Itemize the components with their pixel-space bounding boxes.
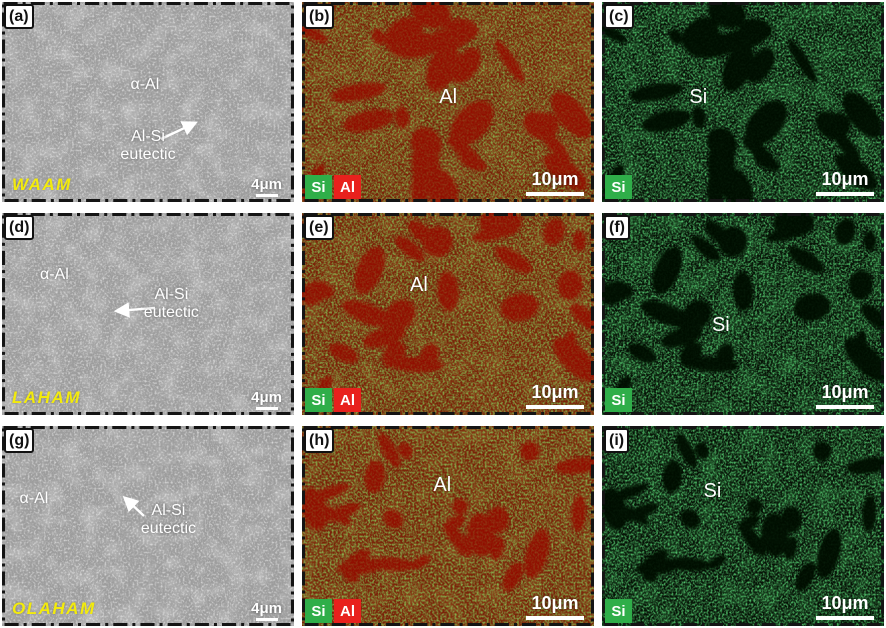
map-legend: Si Al <box>305 599 361 623</box>
map-legend: Si <box>605 388 632 412</box>
eutectic-line1: Al-Si <box>154 285 189 303</box>
panel-c: (c) Si Si 10μm <box>602 2 884 202</box>
panel-h: (h) Al Si Al 10μm <box>302 426 594 626</box>
panel-a: (a) α-Al Al-Si eutectic WAAM 4μm <box>2 2 294 202</box>
eutectic-line1: Al-Si <box>131 128 165 145</box>
scale-bar: 4μm <box>251 389 282 410</box>
phase-label-eutectic: Al-Si eutectic <box>144 286 199 322</box>
scale-text: 4μm <box>251 600 282 617</box>
legend-chip-si: Si <box>305 599 332 623</box>
map-legend: Si <box>605 175 632 199</box>
eutectic-line2: eutectic <box>140 519 197 537</box>
scale-text: 4μm <box>251 176 282 193</box>
scale-bar: 10μm <box>816 169 874 196</box>
legend-chip-si: Si <box>605 175 632 199</box>
map-legend: Si Al <box>305 175 361 199</box>
eutectic-line2: eutectic <box>143 303 199 321</box>
panel-f: (f) Si Si 10μm <box>602 213 884 415</box>
scale-bar-line <box>255 618 278 621</box>
scale-bar-line <box>526 616 584 620</box>
scale-bar-line <box>816 405 874 409</box>
phase-label-alpha-al: α-Al <box>39 265 69 283</box>
element-label: Al <box>410 273 428 296</box>
scale-bar: 10μm <box>526 169 584 196</box>
map-legend: Si Al <box>305 388 361 412</box>
map-legend: Si <box>605 599 632 623</box>
scale-text: 10μm <box>531 169 579 189</box>
scale-bar-line <box>816 616 874 620</box>
element-label: Si <box>689 86 708 108</box>
eutectic-line2: eutectic <box>120 145 176 163</box>
panel-d: (d) α-Al Al-Si eutectic LAHAM 4μm <box>2 213 294 415</box>
phase-label-eutectic: Al-Si eutectic <box>141 502 196 538</box>
element-label: Si <box>703 480 722 502</box>
scale-bar-line <box>816 192 874 196</box>
scale-bar-line <box>526 192 584 196</box>
eds-map-si <box>602 213 884 415</box>
element-label: Si <box>711 314 730 336</box>
eds-map-si <box>602 2 884 202</box>
sem-micrograph <box>2 2 294 202</box>
element-label: Al <box>433 474 452 496</box>
panel-e: (e) Al Si Al 10μm <box>302 213 594 415</box>
panel-tag: (e) <box>304 215 334 240</box>
scale-bar: 10μm <box>526 382 584 409</box>
panel-tag: (a) <box>4 4 34 29</box>
process-label: OLAHAM <box>12 599 96 618</box>
scale-bar: 10μm <box>816 382 874 409</box>
scale-bar: 4μm <box>251 600 282 621</box>
scale-bar-line <box>255 407 278 410</box>
phase-label-eutectic: Al-Si eutectic <box>120 128 175 164</box>
scale-text: 10μm <box>531 382 579 402</box>
panel-b: (b) Al Si Al 10μm <box>302 2 594 202</box>
scale-text: 10μm <box>821 593 869 613</box>
legend-chip-al: Al <box>334 388 361 412</box>
panel-tag: (c) <box>604 4 634 29</box>
scale-text: 10μm <box>531 593 579 613</box>
legend-chip-si: Si <box>305 388 332 412</box>
eds-map-al <box>302 426 594 626</box>
panel-tag: (g) <box>4 428 35 453</box>
eds-map-al <box>302 213 594 415</box>
panel-tag: (f) <box>604 215 630 240</box>
scale-text: 10μm <box>821 169 869 189</box>
scale-bar-line <box>526 405 584 409</box>
scale-text: 4μm <box>251 389 282 406</box>
process-label: WAAM <box>12 175 72 194</box>
panel-tag: (h) <box>304 428 335 453</box>
process-label: LAHAM <box>12 388 81 407</box>
eds-map-si <box>602 426 884 626</box>
eds-map-al <box>302 2 594 202</box>
phase-label-alpha-al: α-Al <box>19 490 49 507</box>
sem-micrograph <box>2 213 294 415</box>
scale-bar: 10μm <box>526 593 584 620</box>
legend-chip-al: Al <box>334 175 361 199</box>
scale-bar-line <box>255 194 278 197</box>
legend-chip-si: Si <box>605 599 632 623</box>
scale-text: 10μm <box>821 382 869 402</box>
sem-micrograph <box>2 426 294 626</box>
panel-tag: (b) <box>304 4 335 29</box>
phase-label-alpha-al: α-Al <box>130 76 160 93</box>
eutectic-line1: Al-Si <box>151 502 186 519</box>
panel-i: (i) Si Si 10μm <box>602 426 884 626</box>
legend-chip-al: Al <box>334 599 361 623</box>
scale-bar: 4μm <box>251 176 282 197</box>
element-label: Al <box>439 86 458 108</box>
panel-g: (g) α-Al Al-Si eutectic OLAHAM 4μm <box>2 426 294 626</box>
legend-chip-si: Si <box>305 175 332 199</box>
panel-tag: (d) <box>4 215 35 240</box>
scale-bar: 10μm <box>816 593 874 620</box>
panel-tag: (i) <box>604 428 630 453</box>
legend-chip-si: Si <box>605 388 632 412</box>
